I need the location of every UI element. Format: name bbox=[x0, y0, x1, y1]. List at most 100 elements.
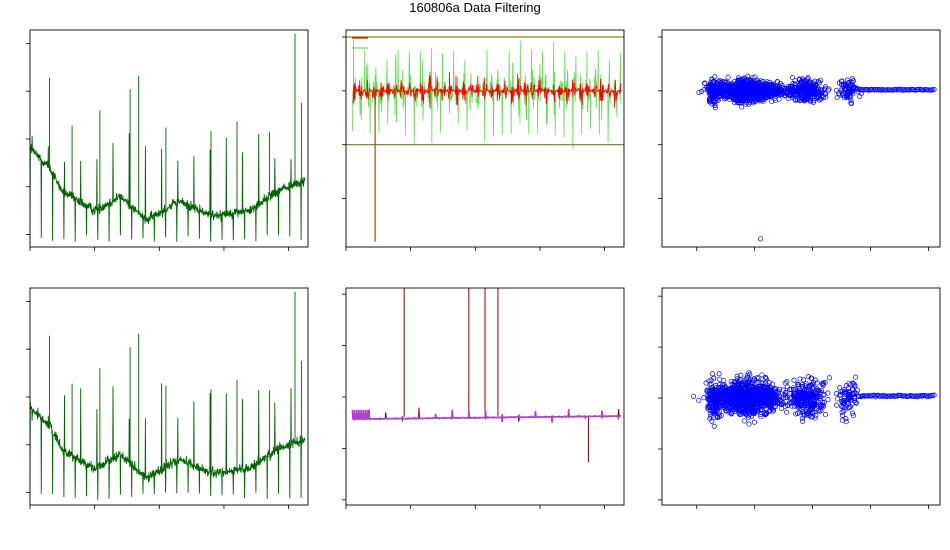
scatter-point bbox=[822, 84, 828, 90]
scatter-point bbox=[712, 85, 718, 91]
scatter-point bbox=[884, 87, 890, 93]
scatter-point bbox=[825, 397, 831, 403]
scatter-point bbox=[744, 372, 751, 379]
scatter-point bbox=[714, 392, 721, 398]
scatter-point bbox=[816, 92, 822, 98]
scatter-point bbox=[713, 391, 719, 397]
scatter-point bbox=[818, 404, 824, 410]
scatter-point bbox=[707, 80, 714, 86]
scatter-point bbox=[766, 393, 772, 399]
scatter-point bbox=[811, 97, 817, 104]
scatter-point bbox=[788, 400, 794, 406]
scatter-point bbox=[707, 382, 713, 388]
scatter-point bbox=[804, 83, 810, 89]
scatter-point bbox=[732, 380, 738, 386]
panel-o2diff_filtered bbox=[26, 287, 309, 509]
scatter-point bbox=[777, 397, 783, 403]
scatter-point bbox=[805, 402, 811, 408]
scatter-point bbox=[760, 399, 766, 405]
scatter-point bbox=[819, 90, 825, 96]
scatter-point bbox=[815, 387, 821, 393]
scatter-point bbox=[796, 389, 803, 395]
scatter-point bbox=[738, 83, 744, 89]
scatter-point bbox=[782, 380, 788, 386]
scatter-point bbox=[759, 92, 765, 98]
scatter-point bbox=[790, 87, 797, 93]
scatter-point bbox=[782, 390, 788, 396]
scatter-point bbox=[841, 95, 847, 101]
scatter-point bbox=[814, 380, 820, 386]
scatter-point bbox=[709, 418, 715, 424]
scatter-point bbox=[886, 87, 893, 93]
scatter-point bbox=[906, 393, 912, 399]
scatter-point bbox=[834, 94, 840, 101]
scatter-point bbox=[727, 391, 733, 397]
scatter-point bbox=[749, 396, 755, 402]
scatter-point bbox=[763, 375, 769, 381]
scatter-point bbox=[708, 414, 714, 420]
scatter-point bbox=[707, 88, 714, 94]
plot-area bbox=[691, 370, 937, 429]
scatter-point bbox=[710, 391, 716, 397]
scatter-point bbox=[734, 86, 740, 93]
scatter-point bbox=[800, 95, 806, 101]
scatter-point bbox=[826, 86, 832, 92]
scatter-point bbox=[707, 99, 713, 105]
scatter-point bbox=[854, 400, 860, 406]
scatter-point bbox=[706, 96, 712, 102]
scatter-point bbox=[880, 87, 886, 93]
scatter-point bbox=[848, 382, 854, 388]
scatter-point bbox=[853, 390, 859, 396]
scatter-point bbox=[848, 100, 854, 106]
scatter-point bbox=[753, 398, 760, 404]
scatter-point bbox=[819, 381, 825, 387]
scatter-point bbox=[722, 401, 728, 408]
scatter-point bbox=[712, 74, 718, 80]
scatter-point bbox=[754, 79, 760, 85]
scatter-point bbox=[875, 392, 881, 398]
scatter-point bbox=[722, 82, 728, 88]
scatter-point bbox=[707, 81, 713, 87]
scatter-point bbox=[720, 93, 726, 99]
scatter-point bbox=[881, 392, 887, 398]
scatter-point bbox=[880, 393, 886, 399]
scatter-outlier bbox=[757, 236, 764, 242]
scatter-point bbox=[840, 404, 846, 410]
scatter-point bbox=[809, 82, 815, 88]
scatter-point bbox=[797, 81, 803, 88]
scatter-point bbox=[736, 384, 742, 390]
scatter-point bbox=[744, 396, 750, 402]
scatter-point bbox=[758, 91, 764, 97]
scatter-point bbox=[879, 393, 885, 399]
scatter-point bbox=[819, 93, 825, 99]
scatter-point bbox=[747, 92, 753, 98]
scatter-point bbox=[878, 393, 884, 400]
scatter-point bbox=[833, 87, 839, 94]
scatter-point bbox=[770, 389, 776, 395]
scatter-point bbox=[811, 394, 817, 401]
scatter-point bbox=[717, 403, 723, 409]
scatter-point bbox=[709, 385, 715, 391]
scatter-point bbox=[841, 395, 847, 401]
scatter-point bbox=[751, 98, 757, 104]
scatter-point bbox=[696, 397, 702, 404]
scatter-point bbox=[735, 389, 741, 395]
scatter-point bbox=[707, 404, 713, 410]
scatter-point bbox=[750, 84, 757, 90]
scatter-point bbox=[826, 375, 832, 381]
scatter-point bbox=[838, 81, 844, 88]
scatter-point bbox=[855, 86, 861, 92]
panel-wtwt_orig bbox=[658, 29, 941, 251]
scatter-point bbox=[752, 97, 758, 103]
scatter-point bbox=[743, 391, 749, 397]
scatter-point bbox=[711, 84, 717, 90]
scatter-point bbox=[752, 398, 758, 405]
scatter-point bbox=[739, 104, 745, 110]
scatter-point bbox=[913, 393, 919, 399]
scatter-point bbox=[872, 394, 879, 400]
scatter-point bbox=[746, 399, 752, 405]
scatter-point bbox=[809, 393, 815, 399]
scatter-point bbox=[743, 86, 749, 92]
scatter-point bbox=[789, 403, 795, 409]
